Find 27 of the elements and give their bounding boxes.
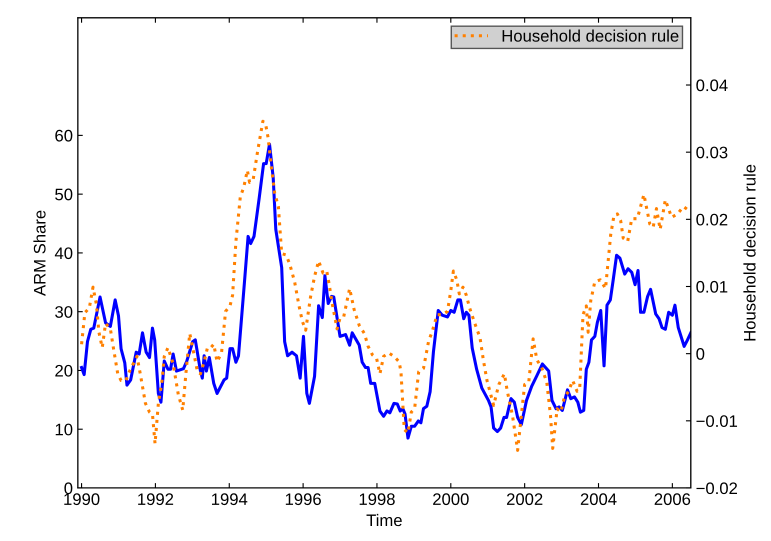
y2-tick-label: 0 [696, 348, 704, 360]
x-tick-label: 1996 [286, 493, 321, 506]
x-tick-label: 1990 [64, 493, 100, 506]
y-tick-label: 10 [56, 424, 72, 436]
y-tick-label: 20 [55, 364, 72, 377]
y2-axis-title: Household decision rule [743, 164, 756, 340]
y2-tick-label: 0.01 [696, 280, 728, 293]
x-axis-title: Time [366, 514, 402, 526]
y2-tick-label: 0.02 [696, 214, 728, 226]
y-tick-label: 60 [55, 130, 72, 142]
x-tick-label: 2000 [433, 493, 469, 506]
y2-tick-label: 0.04 [696, 79, 728, 92]
legend-label: Household decision rule [502, 30, 678, 42]
y2-tick-label: −0.01 [696, 415, 738, 428]
y-tick-label: 50 [55, 188, 72, 200]
y-tick-label: 30 [55, 306, 72, 318]
y-tick-label: 0 [64, 482, 72, 494]
x-tick-label: 2004 [580, 493, 617, 506]
y-tick-label: 40 [54, 247, 72, 260]
x-tick-label: 1998 [360, 493, 395, 506]
x-tick-label: 2006 [654, 493, 690, 506]
x-tick-label: 1992 [138, 493, 174, 506]
y-axis-title: ARM Share [33, 210, 46, 296]
y2-tick-label: 0.03 [696, 146, 728, 158]
y2-tick-label: −0.02 [696, 482, 738, 494]
x-tick-label: 1994 [212, 493, 248, 506]
x-tick-label: 2002 [506, 493, 542, 506]
